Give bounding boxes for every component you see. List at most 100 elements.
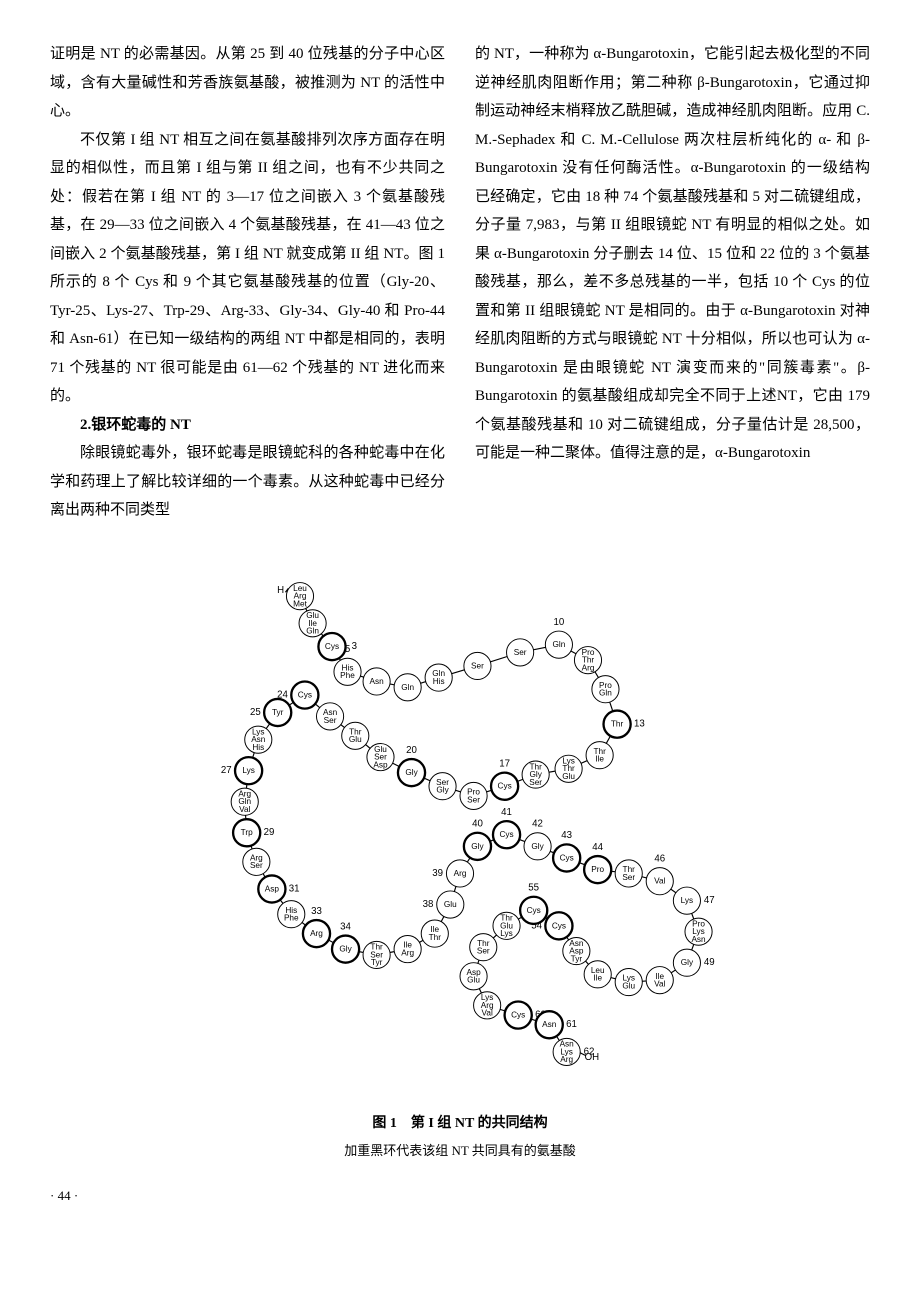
svg-text:Ser: Ser (514, 647, 527, 656)
left-p3: 除眼镜蛇毒外，银环蛇毒是眼镜蛇科的各种蛇毒中在化学和药理上了解比较详细的一个毒素… (50, 439, 445, 525)
svg-text:Val: Val (239, 804, 250, 813)
svg-text:Lys: Lys (681, 896, 694, 905)
svg-text:Gln: Gln (552, 640, 565, 649)
svg-text:Asp: Asp (265, 884, 280, 893)
svg-text:41: 41 (501, 806, 512, 817)
svg-text:H: H (277, 584, 284, 595)
svg-text:Arg: Arg (310, 929, 323, 938)
svg-text:Ser: Ser (467, 795, 480, 804)
svg-text:44: 44 (592, 841, 603, 852)
svg-text:Gln: Gln (599, 688, 612, 697)
svg-text:31: 31 (289, 883, 300, 894)
svg-text:Arg: Arg (560, 1055, 573, 1064)
figure-1: LeuArgMetGluIleGlnCys3HisPhe5AsnGlnGlnHi… (50, 545, 870, 1164)
svg-text:Gln: Gln (306, 626, 319, 635)
right-column: 的 NT，一种称为 α-Bungarotoxin，它能引起去极化型的不同逆神经肌… (475, 40, 870, 525)
svg-text:Phe: Phe (340, 671, 355, 680)
svg-text:Gln: Gln (401, 682, 414, 691)
svg-text:Gly: Gly (471, 841, 484, 850)
molecular-diagram: LeuArgMetGluIleGlnCys3HisPhe5AsnGlnGlnHi… (140, 545, 780, 1105)
svg-text:Cys: Cys (325, 642, 339, 651)
left-column: 证明是 NT 的必需基因。从第 25 到 40 位残基的分子中心区域，含有大量碱… (50, 40, 445, 525)
svg-text:Glu: Glu (444, 900, 457, 909)
svg-text:Asp: Asp (373, 760, 388, 769)
svg-text:Cys: Cys (298, 690, 312, 699)
svg-text:Trp: Trp (241, 828, 253, 837)
svg-text:Gly: Gly (681, 958, 694, 967)
left-p2: 不仅第 I 组 NT 相互之间在氨基酸排列次序方面存在明显的相似性，而且第 I … (50, 126, 445, 411)
svg-text:Glu: Glu (622, 981, 635, 990)
svg-text:38: 38 (423, 899, 434, 910)
svg-text:Pro: Pro (591, 865, 604, 874)
svg-text:Ser: Ser (622, 872, 635, 881)
svg-text:Ile: Ile (593, 973, 602, 982)
svg-text:43: 43 (561, 830, 572, 841)
svg-text:Asn: Asn (691, 934, 706, 943)
svg-text:Cys: Cys (552, 921, 566, 930)
svg-text:Arg: Arg (401, 948, 414, 957)
svg-text:Glu: Glu (349, 735, 362, 744)
svg-text:Gly: Gly (405, 768, 418, 777)
svg-text:His: His (433, 676, 445, 685)
svg-text:47: 47 (704, 895, 715, 906)
svg-text:Thr: Thr (429, 932, 442, 941)
svg-text:Tyr: Tyr (272, 708, 284, 717)
svg-text:Cys: Cys (527, 905, 541, 914)
svg-text:Ile: Ile (595, 754, 604, 763)
right-p1: 的 NT，一种称为 α-Bungarotoxin，它能引起去极化型的不同逆神经肌… (475, 40, 870, 468)
svg-text:Gly: Gly (436, 785, 449, 794)
svg-text:Cys: Cys (499, 830, 513, 839)
svg-text:Cys: Cys (560, 853, 574, 862)
svg-text:42: 42 (532, 818, 543, 829)
svg-text:Cys: Cys (511, 1010, 525, 1019)
svg-text:46: 46 (654, 853, 665, 864)
text-columns: 证明是 NT 的必需基因。从第 25 到 40 位残基的分子中心区域，含有大量碱… (50, 40, 870, 525)
svg-text:10: 10 (554, 616, 565, 627)
svg-text:Glu: Glu (467, 975, 480, 984)
svg-text:Cys: Cys (498, 781, 512, 790)
svg-text:Gly: Gly (531, 841, 544, 850)
svg-text:39: 39 (432, 867, 443, 878)
svg-text:Lys: Lys (242, 766, 255, 775)
svg-text:20: 20 (406, 744, 417, 755)
svg-text:Met: Met (293, 599, 307, 608)
svg-text:Arg: Arg (582, 663, 595, 672)
svg-text:Ser: Ser (324, 715, 337, 724)
svg-text:Arg: Arg (454, 868, 467, 877)
svg-text:Asn: Asn (370, 676, 385, 685)
svg-text:Asn: Asn (542, 1020, 557, 1029)
svg-text:Tyr: Tyr (571, 954, 583, 963)
svg-text:Gly: Gly (339, 944, 352, 953)
page-number: · 44 · (50, 1184, 870, 1209)
svg-text:49: 49 (704, 957, 715, 968)
svg-text:13: 13 (634, 718, 645, 729)
svg-text:27: 27 (221, 765, 232, 776)
svg-text:Val: Val (654, 979, 665, 988)
svg-text:OH: OH (585, 1052, 600, 1063)
svg-text:Glu: Glu (562, 772, 575, 781)
svg-text:Thr: Thr (611, 719, 624, 728)
figure-subcaption: 加重黑环代表该组 NT 共同具有的氨基酸 (50, 1139, 870, 1164)
svg-text:5: 5 (345, 643, 350, 654)
svg-text:34: 34 (340, 921, 351, 932)
svg-text:29: 29 (264, 827, 275, 838)
svg-text:Ser: Ser (471, 661, 484, 670)
svg-text:33: 33 (311, 905, 322, 916)
svg-text:25: 25 (250, 707, 261, 718)
svg-text:3: 3 (352, 641, 357, 652)
svg-text:55: 55 (528, 882, 539, 893)
svg-text:His: His (252, 742, 264, 751)
svg-text:61: 61 (566, 1019, 577, 1030)
svg-text:Phe: Phe (284, 913, 299, 922)
svg-text:17: 17 (499, 758, 510, 769)
svg-text:Val: Val (654, 876, 665, 885)
section-title: 2.银环蛇毒的 NT (50, 411, 445, 440)
svg-text:Lys: Lys (500, 929, 513, 938)
svg-text:Ser: Ser (250, 861, 263, 870)
svg-text:Val: Val (482, 1008, 493, 1017)
left-p1: 证明是 NT 的必需基因。从第 25 到 40 位残基的分子中心区域，含有大量碱… (50, 40, 445, 126)
svg-text:40: 40 (472, 818, 483, 829)
figure-caption: 图 1 第 I 组 NT 的共同结构 (50, 1111, 870, 1138)
svg-text:Tyr: Tyr (371, 958, 383, 967)
svg-text:Ser: Ser (529, 777, 542, 786)
